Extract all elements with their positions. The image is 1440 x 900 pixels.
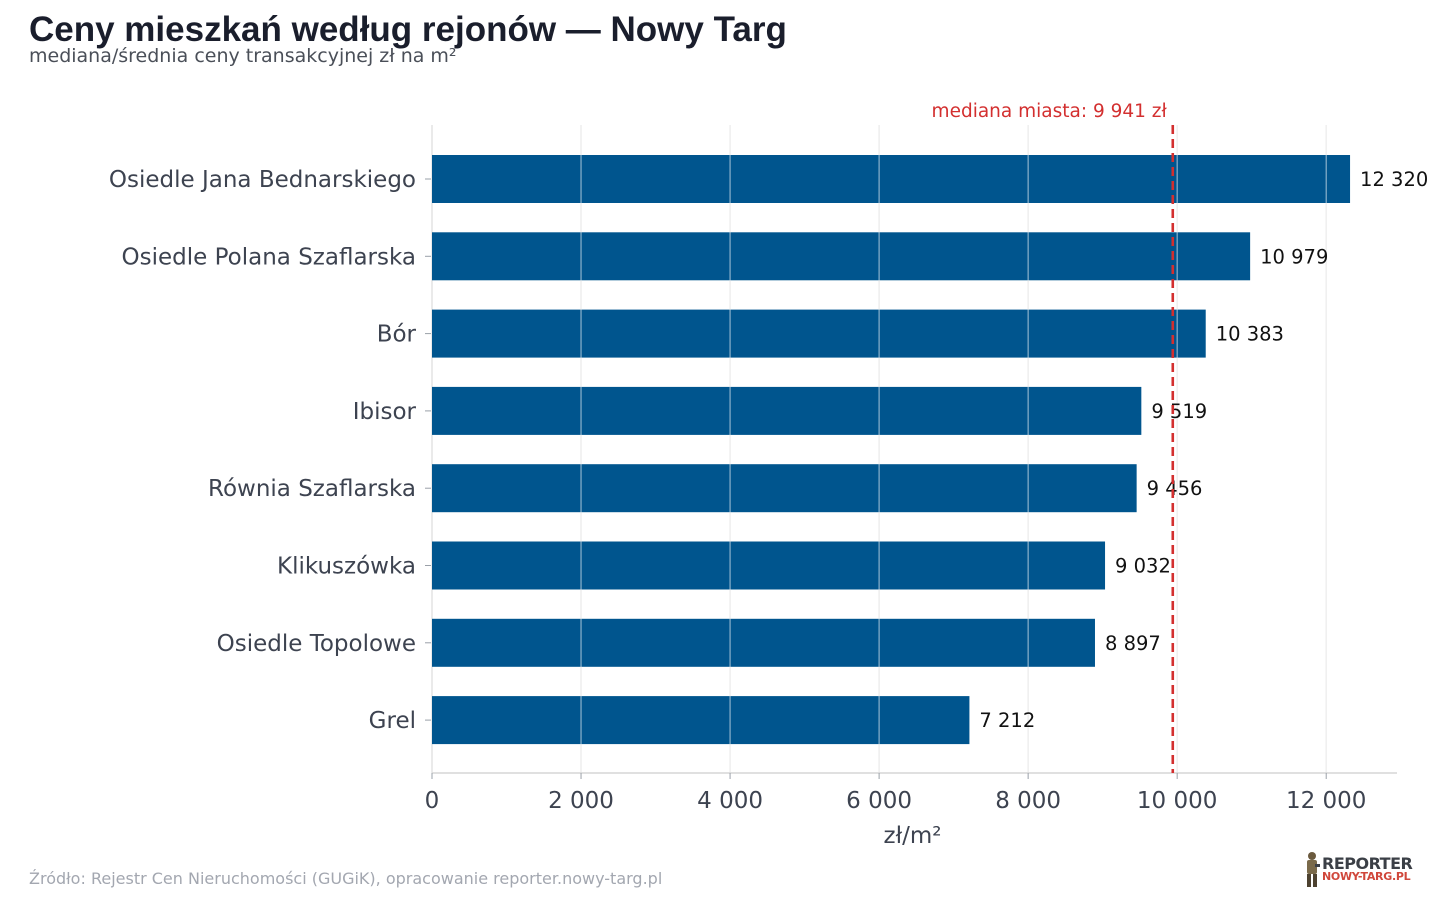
value-label-5: 9 032 [1115, 555, 1171, 578]
bar-5 [432, 541, 1106, 590]
x-tick-label-6: 12 000 [1286, 788, 1366, 814]
reporter-figure-icon [1307, 852, 1320, 887]
bar-6 [432, 618, 1095, 667]
bar-4 [432, 464, 1137, 513]
x-tick-label-0: 0 [425, 788, 440, 814]
category-label-2: Bór [377, 322, 417, 348]
x-tick-label-4: 8 000 [995, 788, 1061, 814]
bars [432, 125, 1351, 773]
bar-3 [432, 386, 1142, 435]
category-label-6: Osiedle Topolowe [217, 631, 416, 657]
chart-subtitle: mediana/średnia ceny transakcyjnej zł na… [29, 45, 457, 67]
bar-7 [432, 696, 970, 745]
logo-text-reporter: REPORTER [1322, 854, 1413, 873]
logo-text-domain: NOWY-TARG.PL [1322, 870, 1411, 883]
x-axis-title: zł/m² [884, 823, 942, 849]
bar-1 [432, 232, 1251, 281]
category-label-7: Grel [369, 708, 416, 734]
value-label-2: 10 383 [1216, 323, 1284, 346]
value-label-3: 9 519 [1151, 400, 1207, 423]
x-tick-label-3: 6 000 [846, 788, 912, 814]
category-labels: Osiedle Jana Bednarskiego Osiedle Polana … [109, 167, 431, 734]
chart-title: Ceny mieszkań według rejonów — Nowy Targ [29, 10, 787, 49]
x-tick-label-1: 2 000 [548, 788, 614, 814]
bar-2 [432, 309, 1206, 358]
category-label-1: Osiedle Polana Szaflarska [122, 244, 416, 270]
x-tick-label-5: 10 000 [1137, 788, 1217, 814]
x-axis: 0 2 000 4 000 6 000 8 000 10 000 12 000 zł/m² [425, 772, 1397, 849]
median-reference: mediana miasta: 9 941 zł [932, 101, 1175, 773]
source-note: Źródło: Rejestr Cen Nieruchomości (GUGiK… [29, 869, 663, 888]
value-labels: 12 320 10 979 10 383 9 519 9 456 9 032 8 897 7 … [979, 168, 1428, 732]
value-label-0: 12 320 [1360, 168, 1428, 191]
median-label: mediana miasta: 9 941 zł [932, 101, 1168, 122]
category-label-4: Równia Szaflarska [208, 476, 416, 502]
value-label-6: 8 897 [1105, 632, 1161, 655]
bar-chart: Osiedle Jana Bednarskiego Osiedle Polana … [109, 101, 1428, 849]
category-label-5: Klikuszówka [277, 554, 416, 580]
value-label-7: 7 212 [979, 709, 1035, 732]
category-label-0: Osiedle Jana Bednarskiego [109, 167, 416, 193]
category-label-3: Ibisor [353, 399, 417, 425]
x-tick-label-2: 4 000 [697, 788, 763, 814]
bar-0 [432, 155, 1351, 203]
value-label-1: 10 979 [1260, 245, 1328, 268]
reporter-logo[interactable]: REPORTER NOWY-TARG.PL [1300, 850, 1413, 890]
value-label-4: 9 456 [1147, 477, 1203, 500]
